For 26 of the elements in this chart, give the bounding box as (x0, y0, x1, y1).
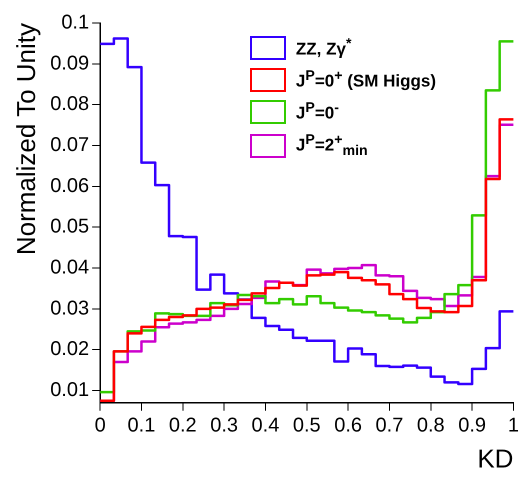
y-tick-label: 0.02 (50, 338, 90, 360)
x-tick-label: 0.8 (416, 414, 445, 436)
y-tick-label: 0.05 (50, 216, 90, 238)
y-tick-label: 0.08 (50, 93, 90, 116)
x-tick-label: 0.7 (376, 414, 404, 436)
y-tick-label: 0.1 (61, 12, 90, 34)
y-tick-label: 0.09 (50, 52, 90, 74)
y-tick-label: 0.06 (50, 174, 90, 197)
legend-label: J$^{P}$=0$^{-}$ (296, 100, 339, 124)
x-tick-label: 0.2 (168, 414, 197, 436)
x-tick-label: 0.4 (252, 414, 280, 436)
x-tick-label: 0.9 (458, 414, 486, 436)
legend-label: J$^{P}$=0$^{+}$ (SM Higgs) (296, 68, 436, 92)
x-tick-label: 0.5 (292, 414, 321, 436)
x-tick-label: 0 (94, 414, 106, 436)
x-axis-title: KD (477, 444, 514, 474)
x-tick-label: 0.1 (128, 414, 156, 436)
x-tick-label: 1 (508, 414, 519, 436)
y-tick-label: 0.07 (50, 134, 90, 156)
y-axis-title: Normalized To Unity (10, 23, 41, 256)
legend-label: ZZ, Zγ$^{*}$ (296, 36, 352, 60)
y-tick-label: 0.03 (50, 297, 90, 320)
y-tick-label: 0.04 (50, 256, 90, 279)
x-tick-label: 0.6 (334, 414, 362, 436)
y-tick-label: 0.01 (50, 379, 90, 402)
x-tick-label: 0.3 (210, 414, 238, 436)
